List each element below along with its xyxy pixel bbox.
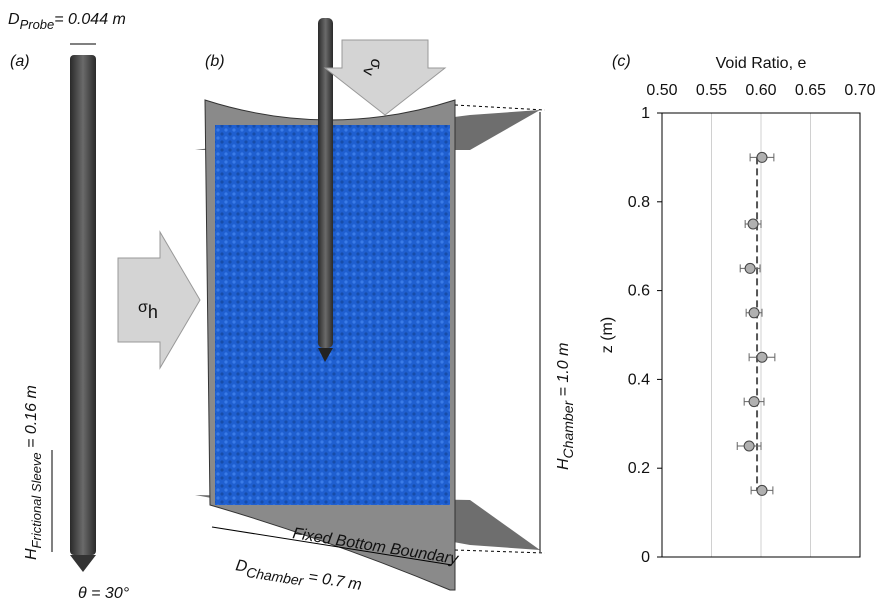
chamber-diameter: DChamber = 0.7 m bbox=[234, 557, 363, 598]
probe bbox=[318, 18, 333, 348]
point bbox=[744, 262, 756, 274]
x-tick-label: 0.65 bbox=[795, 82, 826, 99]
point bbox=[748, 396, 760, 408]
panel-c: (c) Void Ratio, e z (m) 0.50 0.55 0.60 0.65… bbox=[599, 53, 876, 566]
dimension bbox=[454, 104, 546, 111]
y-tick-label: 0.6 bbox=[628, 283, 650, 300]
x-tick-label: 0.50 bbox=[646, 82, 677, 99]
sleeve-length: HFrictional Sleeve = 0.16 m bbox=[23, 385, 44, 560]
y-axis-label: z (m) bbox=[599, 317, 616, 353]
panel-a: (a) DProbe= 0.044 m HFrictional Sleeve =… bbox=[8, 11, 130, 602]
dimension bbox=[211, 526, 453, 566]
point bbox=[748, 307, 760, 319]
x-tick-label: 0.55 bbox=[696, 82, 727, 99]
y-tick-label: 1 bbox=[641, 105, 650, 122]
y-tick-label: 0.4 bbox=[628, 371, 650, 388]
y-tick-label: 0.8 bbox=[628, 194, 650, 211]
sigma-h: σh bbox=[138, 299, 158, 322]
dimension bbox=[454, 549, 546, 554]
probe-tip bbox=[70, 555, 96, 572]
x-tick-label: 0.60 bbox=[745, 82, 776, 99]
point bbox=[743, 440, 755, 452]
probe-tip bbox=[318, 348, 333, 362]
chamber-height: HChamber = 1.0 m bbox=[555, 343, 576, 470]
y-tick-label: 0 bbox=[641, 549, 650, 566]
x-axis-label: Void Ratio, e bbox=[716, 55, 807, 72]
point bbox=[756, 351, 768, 363]
probe bbox=[70, 55, 96, 555]
point bbox=[756, 151, 768, 163]
cone-angle: θ = 30° bbox=[78, 585, 130, 602]
probe-diameter: DProbe= 0.044 m bbox=[8, 11, 126, 32]
panel-label: (b) bbox=[205, 53, 225, 70]
sigma-v: σv bbox=[359, 56, 385, 78]
arrow bbox=[117, 230, 201, 370]
point bbox=[756, 484, 768, 496]
panel-b: (b) σh σv HChamber = 1.0 m Fixed Bottom … bbox=[117, 18, 576, 598]
x-tick-label: 0.70 bbox=[844, 82, 875, 99]
arrow bbox=[323, 39, 447, 116]
panel-label: (a) bbox=[10, 53, 30, 70]
panel-label: (c) bbox=[612, 53, 631, 70]
y-tick-label: 0.2 bbox=[628, 460, 650, 477]
point bbox=[747, 218, 759, 230]
plot-frame bbox=[661, 112, 861, 558]
